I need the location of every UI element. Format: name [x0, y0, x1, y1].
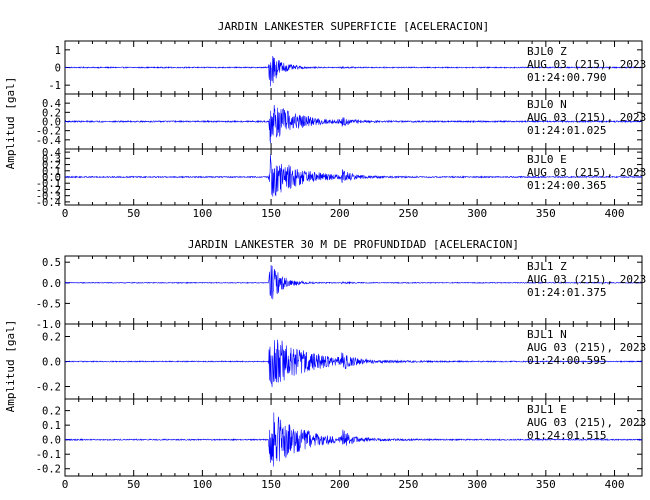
record-time-label: 01:24:00.595 [527, 354, 606, 367]
y-tick-label: -0.2 [36, 184, 61, 196]
x-tick-label: 250 [399, 478, 419, 491]
record-date-label: AUG 03 (215), 2023 [527, 58, 646, 71]
x-tick-label: 0 [62, 207, 69, 220]
y-tick-label: 0.0 [42, 117, 61, 129]
y-tick-label: -0.2 [36, 464, 61, 476]
x-tick-label: 200 [330, 478, 350, 491]
x-tick-label: 50 [127, 207, 140, 220]
y-tick-label: 0.2 [42, 107, 61, 119]
record-date-label: AUG 03 (215), 2023 [527, 416, 646, 429]
x-tick-label: 100 [192, 478, 212, 491]
y-tick-label: -0.1 [36, 178, 61, 190]
station-component-label: BJL1 E [527, 403, 567, 416]
waveform-trace [64, 55, 643, 87]
y-tick-label: 0.3 [42, 153, 61, 165]
y-tick-label: -0.1 [36, 449, 61, 461]
x-tick-label: 100 [192, 207, 212, 220]
y-tick-label: 0.1 [42, 420, 61, 432]
record-time-label: 01:24:00.365 [527, 179, 606, 192]
record-time-label: 01:24:01.025 [527, 124, 606, 137]
y-tick-label: 0.2 [42, 406, 61, 418]
y-tick-label: -1.0 [36, 319, 61, 331]
record-time-label: 01:24:01.375 [527, 286, 606, 299]
y-axis-label: Amplitud [gal] [4, 77, 17, 170]
waveform-trace [64, 105, 643, 144]
record-time-label: 01:24:00.790 [527, 71, 606, 84]
y-tick-label: -0.2 [36, 382, 61, 394]
x-tick-label: 400 [605, 478, 625, 491]
chart-title: JARDIN LANKESTER SUPERFICIE [ACELERACION… [218, 20, 490, 33]
trace-panel-bjl0-e: 0.40.30.20.10.0-0.1-0.2-0.3-0.4 BJL0 EAUG… [36, 147, 647, 209]
station-component-label: BJL0 N [527, 98, 567, 111]
y-tick-label: 0.4 [42, 98, 61, 110]
x-tick-label: 250 [399, 207, 419, 220]
y-tick-label: 0.0 [42, 278, 61, 290]
y-tick-label: 0.2 [42, 332, 61, 344]
waveform-trace [64, 265, 643, 300]
station-component-label: BJL1 N [527, 328, 567, 341]
x-tick-label: 50 [127, 478, 140, 491]
x-tick-label: 350 [536, 478, 556, 491]
waveform-trace [64, 339, 643, 388]
record-date-label: AUG 03 (215), 2023 [527, 273, 646, 286]
y-axis-label: Amplitud [gal] [4, 320, 17, 413]
y-tick-label: -0.4 [36, 197, 61, 209]
x-tick-label: 150 [261, 478, 281, 491]
y-tick-label: 0.1 [42, 166, 61, 178]
y-tick-label: 0.0 [42, 435, 61, 447]
y-tick-label: 0.2 [42, 160, 61, 172]
y-tick-label: 1 [55, 45, 61, 57]
y-tick-label: -1 [48, 80, 61, 92]
x-tick-label: 300 [467, 207, 487, 220]
station-component-label: BJL0 Z [527, 45, 567, 58]
surface-accelerogram-group: JARDIN LANKESTER SUPERFICIE [ACELERACION… [4, 20, 646, 220]
y-tick-label: 0.5 [42, 257, 61, 269]
x-tick-label: 400 [605, 207, 625, 220]
y-tick-label: -0.2 [36, 126, 61, 138]
station-component-label: BJL1 Z [527, 260, 567, 273]
record-date-label: AUG 03 (215), 2023 [527, 341, 646, 354]
y-tick-label: -0.5 [36, 298, 61, 310]
record-date-label: AUG 03 (215), 2023 [527, 111, 646, 124]
record-date-label: AUG 03 (215), 2023 [527, 166, 646, 179]
x-tick-label: 300 [467, 478, 487, 491]
waveform-trace [64, 154, 643, 197]
y-tick-label: -0.4 [36, 135, 61, 147]
station-component-label: BJL0 E [527, 153, 567, 166]
y-tick-label: 0 [55, 63, 61, 75]
y-tick-label: -0.3 [36, 191, 61, 203]
waveform-trace [64, 412, 643, 467]
x-tick-label: 0 [62, 478, 69, 491]
record-time-label: 01:24:01.515 [527, 429, 606, 442]
x-tick-label: 200 [330, 207, 350, 220]
chart-title: JARDIN LANKESTER 30 M DE PROFUNDIDAD [AC… [188, 238, 519, 251]
x-tick-label: 350 [536, 207, 556, 220]
y-tick-label: 0.0 [42, 172, 61, 184]
depth-accelerogram-group: JARDIN LANKESTER 30 M DE PROFUNDIDAD [AC… [4, 238, 646, 491]
y-tick-label: 0.0 [42, 357, 61, 369]
y-tick-label: 0.4 [42, 147, 61, 159]
x-tick-label: 150 [261, 207, 281, 220]
